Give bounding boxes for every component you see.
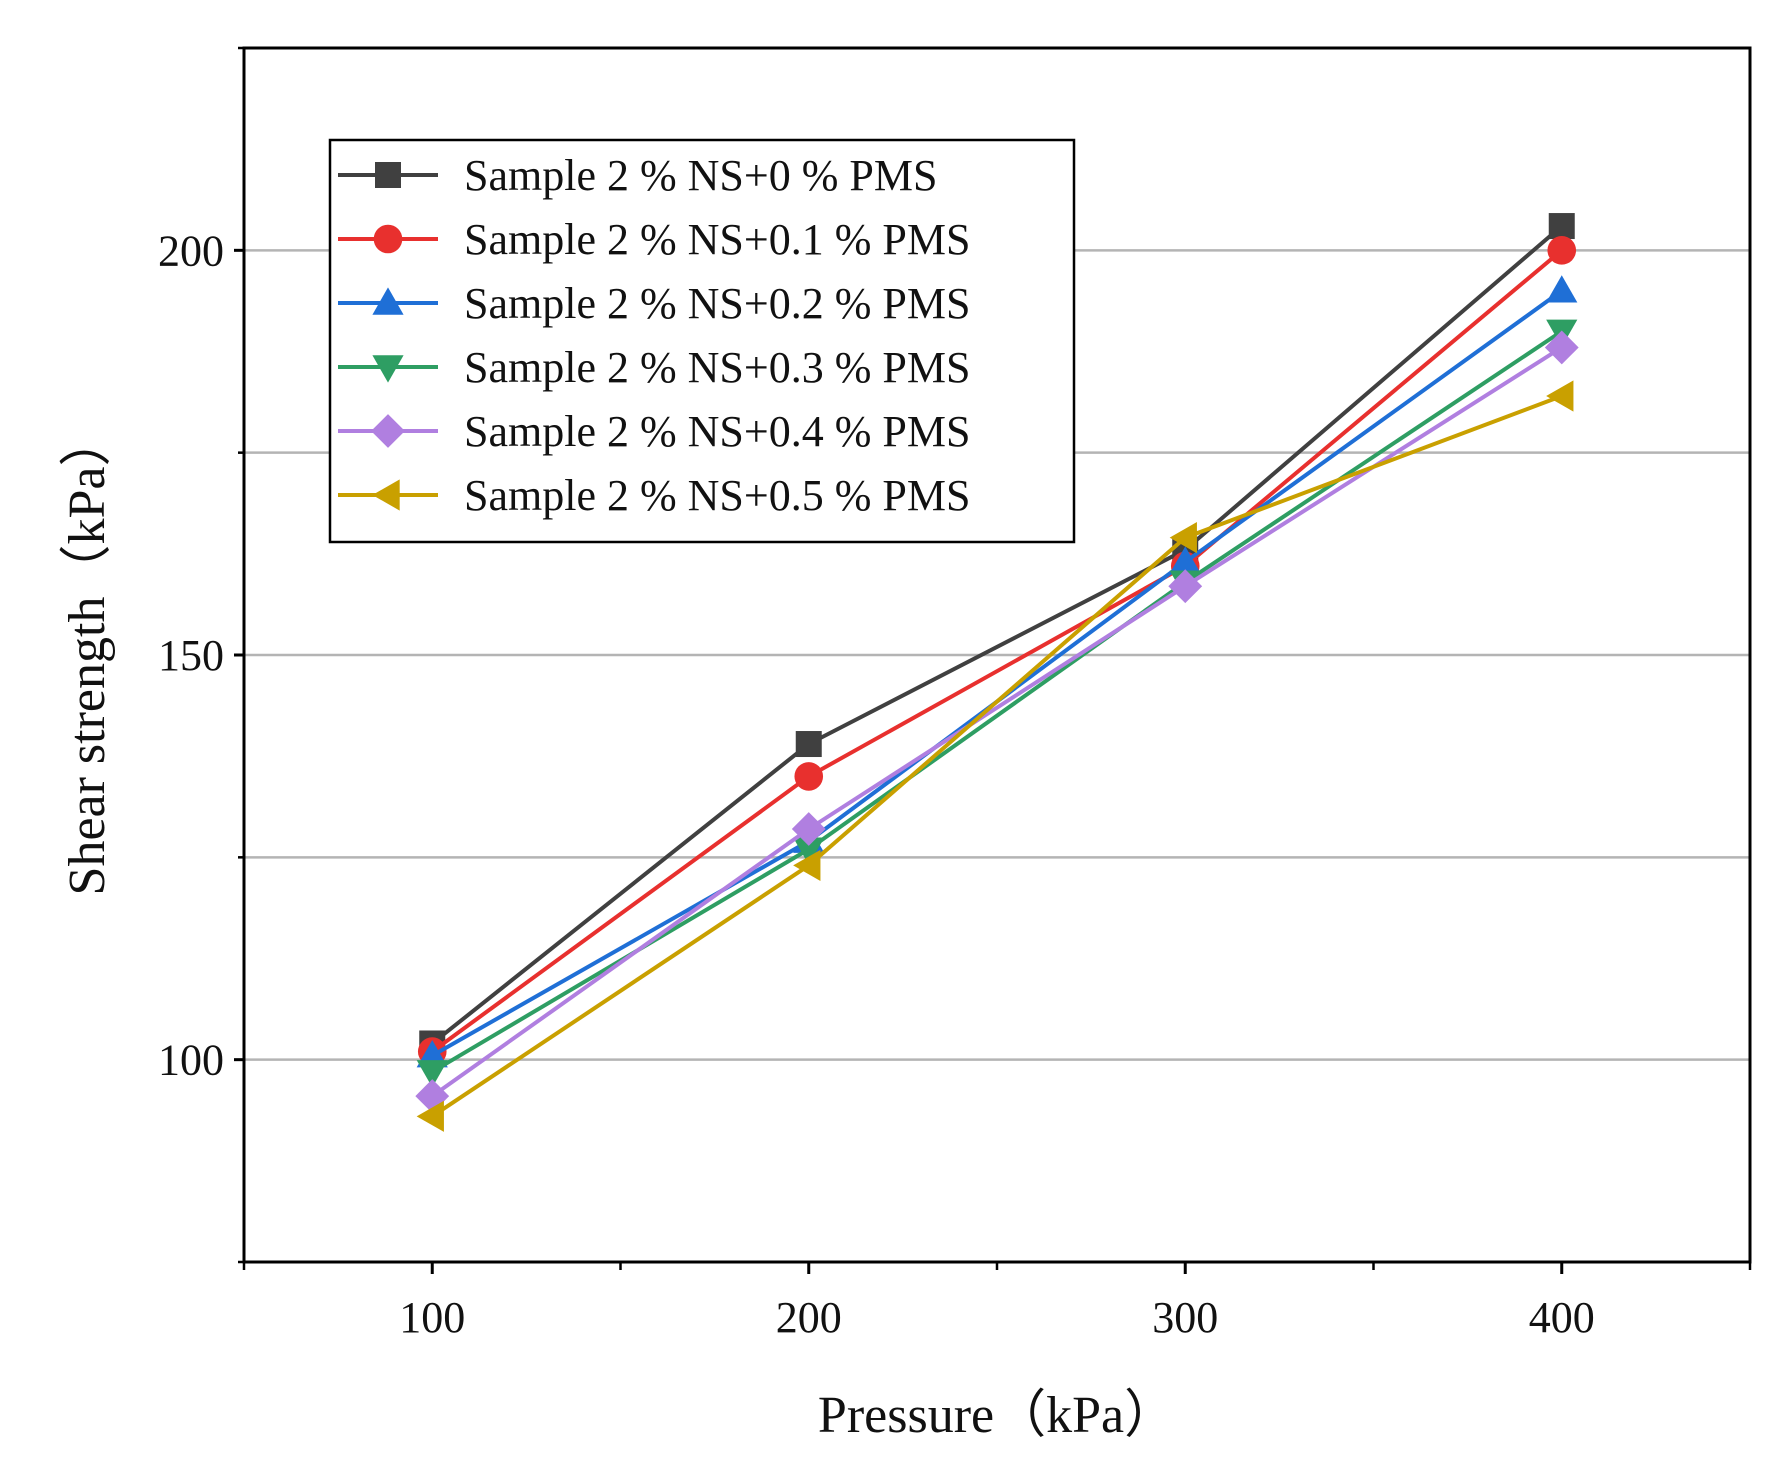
data-point [1548, 213, 1575, 240]
y-axis-title: Shear strength（kPa） [59, 415, 116, 896]
legend-label: Sample 2 % NS+0 % PMS [464, 151, 937, 200]
legend-marker [371, 414, 405, 448]
data-point [794, 762, 824, 791]
y-tick-label: 200 [158, 226, 224, 275]
data-point [1168, 569, 1203, 604]
legend-label: Sample 2 % NS+0.1 % PMS [464, 215, 970, 264]
y-tick-label: 100 [158, 1036, 224, 1085]
data-point [1546, 380, 1574, 412]
legend-box [328, 138, 1076, 544]
data-point [791, 812, 826, 846]
x-tick-label: 400 [1529, 1293, 1595, 1342]
x-tick-label: 200 [776, 1293, 842, 1342]
axes: 100 150 200 100 200 300 400 [158, 46, 1752, 1342]
legend-marker [375, 162, 401, 188]
data-point [793, 837, 825, 865]
legend-label: Sample 2 % NS+0.5 % PMS [464, 471, 970, 520]
legend-label: Sample 2 % NS+0.3 % PMS [464, 343, 970, 392]
legend-item: Sample 2 % NS+0.4 % PMS [338, 407, 970, 456]
series-line [431, 248, 1564, 1054]
data-point [416, 1060, 448, 1088]
legend-label: Sample 2 % NS+0.4 % PMS [464, 407, 970, 456]
legend-marker [372, 287, 404, 315]
legend-marker [372, 479, 400, 511]
x-tick-label: 100 [399, 1293, 465, 1342]
x-axis-title: Pressure（kPa） [818, 1387, 1176, 1444]
legend-item: Sample 2 % NS+0.3 % PMS [338, 343, 970, 392]
data-point [1169, 546, 1201, 574]
data-point [795, 731, 822, 758]
series-group [415, 213, 1579, 1132]
x-tick-label: 300 [1152, 1293, 1218, 1342]
legend-item: Sample 2 % NS+0.1 % PMS [338, 215, 970, 264]
data-point [1169, 522, 1197, 554]
data-point [793, 849, 821, 882]
legend-item: Sample 2 % NS+0.2 % PMS [338, 279, 970, 328]
series-line [431, 394, 1563, 1118]
series-line [431, 224, 1564, 1046]
data-point [1547, 236, 1577, 265]
legend-item: Sample 2 % NS+0.5 % PMS [338, 471, 970, 520]
data-point [1546, 275, 1578, 303]
legend-item: Sample 2 % NS+0 % PMS [338, 151, 937, 200]
legend: Sample 2 % NS+0 % PMS Sample 2 % NS+0.1 %… [328, 138, 1076, 544]
data-point [1544, 330, 1579, 365]
y-tick-label: 150 [158, 631, 224, 680]
data-point [416, 1100, 444, 1132]
legend-label: Sample 2 % NS+0.2 % PMS [464, 279, 970, 328]
legend-marker [372, 355, 404, 383]
legend-marker [373, 224, 403, 254]
series-5 [416, 380, 1574, 1132]
